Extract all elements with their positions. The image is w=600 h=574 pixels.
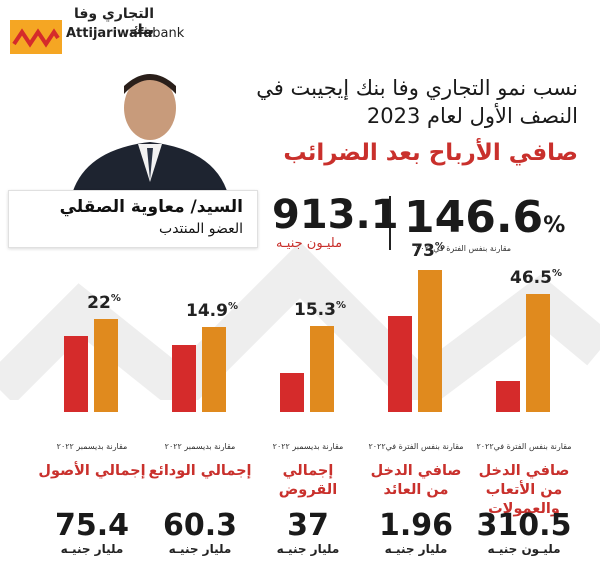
growth-label-1: 73% <box>411 241 445 261</box>
net-profit-unit: مليـون جنيـه <box>276 236 343 251</box>
logo-latin-text: Attijariwafabank <box>66 26 185 41</box>
growth-label-3: 14.9% <box>186 301 238 321</box>
net-profit-growth: 146.6% <box>404 192 566 243</box>
bar-previous-1 <box>388 316 412 412</box>
headline: نسب نمو التجاري وفا بنك إيجيبت في النصف … <box>248 74 578 130</box>
metric-label-3: إجمالي الودائع <box>148 463 252 479</box>
bar-current-0 <box>526 294 550 412</box>
metric-label-4: إجمالي الأصول <box>38 463 146 479</box>
net-profit-value: 913.1 <box>272 192 399 238</box>
comparison-note-0: مقارنة بنفس الفترة في٢٠٢٢ <box>476 442 572 451</box>
executive-photo <box>70 74 230 202</box>
metric-value-0: 310.5 <box>476 508 572 543</box>
logo-mark-icon <box>10 20 62 54</box>
bar-previous-3 <box>172 345 196 412</box>
headline-line-1: نسب نمو التجاري وفا بنك إيجيبت في <box>256 76 578 100</box>
growth-chart: 46.5% مقارنة بنفس الفترة في٢٠٢٢ صافي الدخل… <box>0 241 600 574</box>
comparison-note-4: مقارنة بديسمبر ٢٠٢٢ <box>56 442 128 451</box>
net-profit-growth-note: مقارنة بنفس الفترة في٢٠٢٢ <box>416 244 512 253</box>
bar-current-3 <box>202 327 226 412</box>
metric-value-4: 75.4 <box>54 508 130 543</box>
kpi-divider <box>389 196 391 250</box>
metric-unit-2: مليار جنيـه <box>276 542 340 556</box>
growth-bars <box>64 270 550 412</box>
headline-line-2: النصف الأول لعام 2023 <box>366 104 578 128</box>
bar-current-4 <box>94 319 118 412</box>
bar-previous-0 <box>496 381 520 412</box>
logo-arabic-text: التجاري وفا بنك <box>73 6 154 38</box>
metric-unit-0: مليـون جنيـه <box>487 542 561 556</box>
executive-name-card: السيد/ معاوية الصقلي العضو المنتدب <box>8 190 258 248</box>
bar-current-2 <box>310 326 334 412</box>
growth-label-2: 15.3% <box>294 300 346 320</box>
bar-previous-4 <box>64 336 88 412</box>
metric-unit-1: مليار جنيـه <box>384 542 448 556</box>
comparison-note-2: مقارنة بديسمبر ٢٠٢٢ <box>272 442 344 451</box>
metric-label-1: صافي الدخل من العائد <box>370 463 462 498</box>
comparison-note-1: مقارنة بنفس الفترة في٢٠٢٢ <box>368 442 464 451</box>
growth-label-0: 46.5% <box>510 268 562 288</box>
metric-unit-3: مليار جنيـه <box>168 542 232 556</box>
metric-value-1: 1.96 <box>378 508 454 543</box>
brand-logo: التجاري وفا بنك Attijariwafabank <box>4 4 184 56</box>
bar-previous-2 <box>280 373 304 412</box>
bar-current-1 <box>418 270 442 412</box>
metric-value-3: 60.3 <box>162 508 238 543</box>
metric-label-0: صافي الدخل من الأتعاب والعمولات <box>478 463 570 517</box>
executive-role: العضو المنتدب <box>159 221 243 237</box>
metric-label-2: إجمالي القروض <box>278 463 338 498</box>
executive-name: السيد/ معاوية الصقلي <box>59 197 243 217</box>
comparison-note-3: مقارنة بديسمبر ٢٠٢٢ <box>164 442 236 451</box>
metric-unit-4: مليار جنيـه <box>60 542 124 556</box>
net-profit-title: صافي الأرباح بعد الضرائب <box>283 140 578 166</box>
growth-label-4: 22% <box>87 293 121 313</box>
metric-value-2: 37 <box>287 508 329 543</box>
